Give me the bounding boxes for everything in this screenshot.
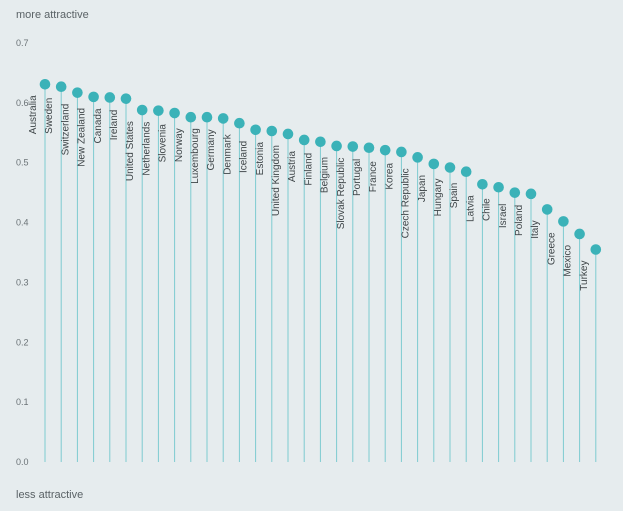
country-label: Chile <box>482 198 493 221</box>
marker <box>574 228 585 240</box>
country-label: Hungary <box>433 179 444 217</box>
country-label: Norway <box>174 128 185 162</box>
marker <box>120 93 132 104</box>
marker <box>234 117 245 129</box>
marker <box>282 128 294 140</box>
y-axis: 0.0 0.1 0.2 0.3 0.4 0.5 0.6 0.7 <box>16 38 29 467</box>
less-attractive-label: less attractive <box>16 489 84 501</box>
marker <box>460 166 472 177</box>
country-label: Canada <box>93 108 104 143</box>
country-label: Denmark <box>222 133 233 175</box>
country-label: Czech Republic <box>401 168 412 238</box>
marker <box>363 142 375 154</box>
y-tick-label: 0.0 <box>16 457 29 467</box>
y-tick-label: 0.7 <box>16 38 29 48</box>
country-label: Austria <box>287 151 298 183</box>
country-label: Switzerland <box>60 104 71 156</box>
country-label: Luxembourg <box>190 128 201 184</box>
more-attractive-label: more attractive <box>16 9 89 21</box>
marker <box>412 152 423 163</box>
marker <box>136 104 148 116</box>
marker <box>201 111 213 123</box>
country-label: Portugal <box>352 159 363 196</box>
y-tick-label: 0.6 <box>16 98 29 108</box>
country-label: France <box>368 161 379 193</box>
marker <box>477 178 488 190</box>
marker <box>169 107 180 119</box>
country-label: New Zealand <box>77 108 88 167</box>
marker <box>266 125 278 137</box>
country-label: United Kingdom <box>271 145 282 216</box>
marker <box>428 158 440 170</box>
country-label: Greece <box>546 232 557 265</box>
country-label: Iceland <box>239 141 250 173</box>
country-label: Slovenia <box>158 124 169 163</box>
marker <box>396 146 407 158</box>
country-label: Spain <box>449 183 460 209</box>
country-label: Poland <box>514 205 525 236</box>
country-label: Israel <box>498 204 509 228</box>
country-label: Italy <box>530 220 541 238</box>
country-label: United States <box>125 121 136 181</box>
y-tick-label: 0.2 <box>16 337 29 347</box>
marker <box>525 188 537 200</box>
marker <box>541 204 553 215</box>
marker <box>493 181 504 193</box>
marker <box>298 134 310 146</box>
marker <box>217 113 229 124</box>
marker <box>509 187 521 198</box>
marker <box>55 81 67 92</box>
y-tick-label: 0.3 <box>16 277 29 287</box>
y-tick-label: 0.1 <box>16 397 29 407</box>
marker <box>347 141 359 152</box>
marker <box>250 124 261 136</box>
marker <box>72 87 83 98</box>
y-tick-label: 0.4 <box>16 218 29 228</box>
country-label: Estonia <box>255 142 266 176</box>
country-label: Japan <box>417 175 428 202</box>
marker <box>39 79 51 90</box>
country-label: Finland <box>303 153 314 186</box>
marker <box>315 136 326 148</box>
country-label: Ireland <box>109 110 120 141</box>
marker <box>88 91 99 103</box>
country-label: Slovak Republic <box>336 158 347 230</box>
country-label: Latvia <box>465 195 476 222</box>
marker <box>444 162 456 173</box>
stems <box>44 84 597 462</box>
country-labels: Australia Sweden Switzerland New Zealand Can… <box>28 95 590 291</box>
marker <box>331 140 342 152</box>
y-tick-label: 0.5 <box>16 158 29 168</box>
markers <box>39 79 602 255</box>
marker <box>153 105 164 116</box>
marker <box>590 244 602 255</box>
marker <box>379 144 391 156</box>
marker <box>558 216 569 227</box>
country-label: Mexico <box>563 245 574 277</box>
marker <box>104 92 116 103</box>
country-label: Belgium <box>320 157 331 193</box>
country-label: Australia <box>28 95 39 134</box>
marker <box>185 111 197 123</box>
country-label: Netherlands <box>141 122 152 176</box>
country-label: Korea <box>384 163 395 190</box>
country-label: Turkey <box>579 261 590 291</box>
country-label: Germany <box>206 129 217 170</box>
country-label: Sweden <box>44 98 55 134</box>
